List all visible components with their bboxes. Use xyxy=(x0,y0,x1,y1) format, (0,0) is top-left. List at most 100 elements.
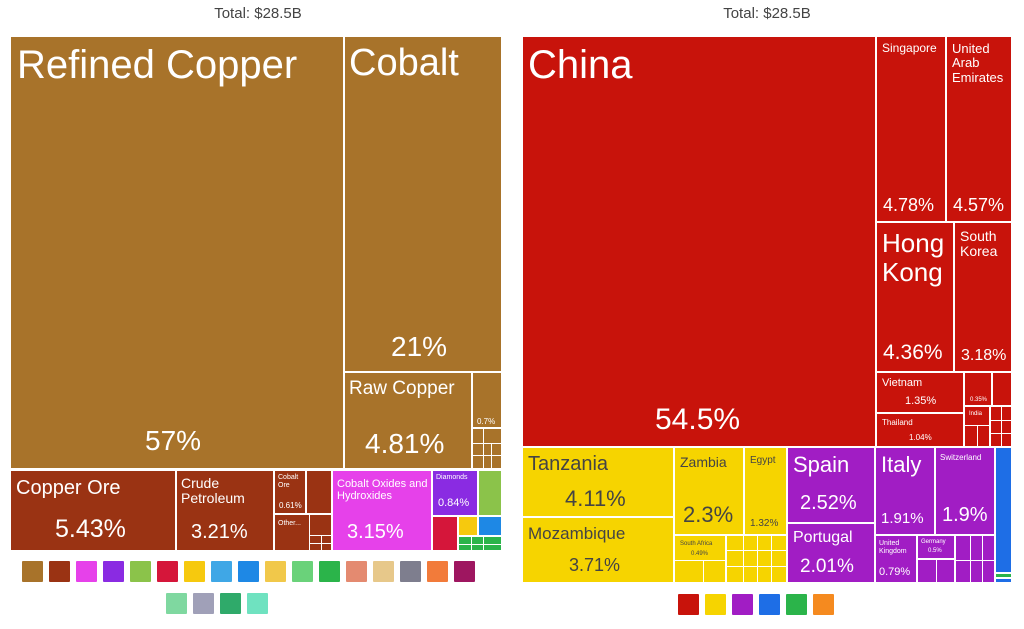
tile-zambia[interactable]: Zambia 2.3% xyxy=(674,447,744,535)
tile-north-america[interactable] xyxy=(995,447,1012,573)
tile-value: 0.61% xyxy=(279,501,302,510)
tile-germany[interactable]: Germany 0.5% xyxy=(917,535,955,559)
transportation-icon[interactable] xyxy=(157,561,178,582)
tile-africa-small[interactable] xyxy=(726,535,787,583)
textiles-icon[interactable] xyxy=(211,561,232,582)
plastics-icon[interactable] xyxy=(265,561,286,582)
tile-china[interactable]: China 54.5% xyxy=(522,36,876,447)
tile-crude-petroleum[interactable]: Crude Petroleum 3.21% xyxy=(176,470,274,551)
tile-south-america[interactable] xyxy=(995,573,1012,578)
tile-small-metal[interactable]: 0.7% xyxy=(472,372,502,428)
machines-icon[interactable] xyxy=(238,561,259,582)
tile-south-africa[interactable]: South Africa 0.49% xyxy=(674,535,726,583)
tile-value: 3.18% xyxy=(961,347,1007,364)
tile-raw-copper[interactable]: Raw Copper 4.81% xyxy=(344,372,472,469)
tile-oceania[interactable] xyxy=(995,578,1012,583)
wood-products-icon[interactable] xyxy=(373,561,394,582)
tile-india[interactable]: India xyxy=(964,406,990,447)
tile-label: China xyxy=(528,43,633,87)
tile-south-korea[interactable]: South Korea 3.18% xyxy=(954,222,1012,372)
tile-switzerland[interactable]: Switzerland 1.9% xyxy=(935,447,995,535)
tile-asia-small-1[interactable]: 0.35% xyxy=(964,372,992,406)
miscellaneous-icon[interactable] xyxy=(193,593,214,614)
north-america-icon[interactable] xyxy=(759,594,780,615)
tile-cobalt[interactable]: Cobalt 21% xyxy=(344,36,502,372)
tile-egypt[interactable]: Egypt 1.32% xyxy=(744,447,787,535)
tile-label: Raw Copper xyxy=(349,378,455,399)
tile-united-kingdom[interactable]: United Kingdom 0.79% xyxy=(875,535,917,583)
tile-label: Hong Kong xyxy=(882,228,945,287)
tile-transport[interactable] xyxy=(432,516,458,551)
tile-label: Cobalt Oxides and Hydroxides xyxy=(337,478,428,503)
tile-value: 1.9% xyxy=(942,504,988,526)
oceania-icon[interactable] xyxy=(813,594,834,615)
animal-products-icon[interactable] xyxy=(346,561,367,582)
tile-tiny-metals[interactable] xyxy=(472,428,502,469)
tile-label: Vietnam xyxy=(882,377,923,389)
tile-label: Zambia xyxy=(680,454,727,470)
instruments-icon[interactable] xyxy=(400,561,421,582)
tile-value: 54.5% xyxy=(655,403,741,436)
tile-foodstuffs[interactable] xyxy=(458,516,478,536)
mineral-products-icon[interactable] xyxy=(49,561,70,582)
tile-label: United Arab Emirates xyxy=(952,41,1004,85)
tile-refined-copper[interactable]: Refined Copper 57% xyxy=(10,36,344,469)
tile-hong-kong[interactable]: Hong Kong 4.36% xyxy=(876,222,954,372)
europe-icon[interactable] xyxy=(732,594,753,615)
tile-value: 0.84% xyxy=(438,497,470,509)
tile-mozambique[interactable]: Mozambique 3.71% xyxy=(522,517,674,583)
tile-portugal[interactable]: Portugal 2.01% xyxy=(787,523,875,583)
tile-value: 57% xyxy=(145,425,202,456)
stone-glass-icon[interactable] xyxy=(427,561,448,582)
south-america-icon[interactable] xyxy=(786,594,807,615)
vegetable-products-icon[interactable] xyxy=(130,561,151,582)
tile-italy[interactable]: Italy 1.91% xyxy=(875,447,935,535)
tile-europe-small[interactable] xyxy=(955,535,995,583)
tile-other-mineral[interactable]: Other... xyxy=(274,514,332,551)
metals-icon[interactable] xyxy=(22,561,43,582)
tile-tanzania[interactable]: Tanzania 4.11% xyxy=(522,447,674,517)
tile-label: South Africa xyxy=(680,541,713,547)
tile-misc-small[interactable] xyxy=(458,536,502,551)
tile-label: Crude Petroleum xyxy=(181,475,245,507)
leather-icon[interactable] xyxy=(247,593,268,614)
precious-metals-icon[interactable] xyxy=(103,561,124,582)
tile-spain[interactable]: Spain 2.52% xyxy=(787,447,875,523)
tile-label: Other... xyxy=(278,520,301,527)
africa-icon[interactable] xyxy=(705,594,726,615)
textile-products-icon[interactable] xyxy=(319,561,340,582)
weapons-icon[interactable] xyxy=(454,561,475,582)
tile-value: 0.5% xyxy=(928,548,942,554)
footwear-icon[interactable] xyxy=(166,593,187,614)
tile-label: Germany xyxy=(921,539,946,545)
tile-asia-small-2[interactable] xyxy=(992,372,1012,406)
tile-vietnam[interactable]: Vietnam 1.35% xyxy=(876,372,964,413)
tile-label: Egypt xyxy=(750,455,776,466)
tile-asia-small-3[interactable] xyxy=(990,406,1012,447)
tile-uae[interactable]: United Arab Emirates 4.57% xyxy=(946,36,1012,222)
tile-label: Diamonds xyxy=(436,474,468,481)
tile-diamonds[interactable]: Diamonds 0.84% xyxy=(432,470,478,516)
animal-hides-icon[interactable] xyxy=(220,593,241,614)
tile-europe-small-2[interactable] xyxy=(917,559,955,583)
tile-machines[interactable] xyxy=(478,516,502,536)
tile-mineral-small[interactable] xyxy=(306,470,332,514)
chemical-products-icon[interactable] xyxy=(76,561,97,582)
tile-value: 2.52% xyxy=(800,492,857,514)
tile-value: 1.32% xyxy=(750,518,779,529)
tile-thailand[interactable]: Thailand 1.04% xyxy=(876,413,964,447)
asia-icon[interactable] xyxy=(678,594,699,615)
tile-cobalt-oxides[interactable]: Cobalt Oxides and Hydroxides 3.15% xyxy=(332,470,432,551)
tile-value: 2.01% xyxy=(800,556,854,577)
tile-copper-ore[interactable]: Copper Ore 5.43% xyxy=(10,470,176,551)
foodstuffs-icon[interactable] xyxy=(184,561,205,582)
tile-label: Cobalt xyxy=(349,42,459,84)
tile-cobalt-ore[interactable]: Cobalt Ore 0.61% xyxy=(274,470,306,514)
tile-label: United Kingdom xyxy=(879,540,907,555)
tile-value: 0.79% xyxy=(879,566,911,578)
tile-vegetable[interactable] xyxy=(478,470,502,516)
tile-singapore[interactable]: Singapore 4.78% xyxy=(876,36,946,222)
tile-value: 0.49% xyxy=(691,551,709,557)
tile-label: Copper Ore xyxy=(16,477,121,499)
paper-goods-icon[interactable] xyxy=(292,561,313,582)
